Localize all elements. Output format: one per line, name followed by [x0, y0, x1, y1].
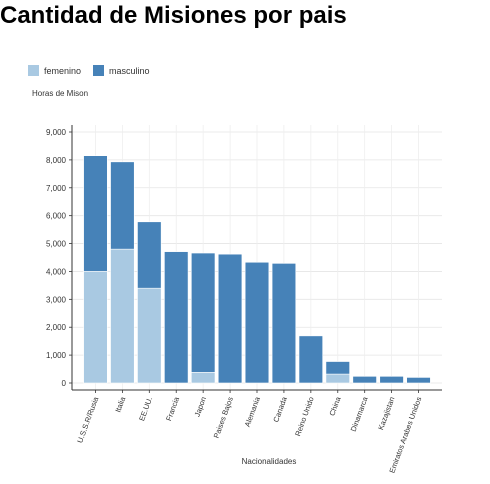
y-tick-label: 4,000 [46, 267, 67, 276]
bar-femenino [137, 287, 162, 384]
x-tick-label: U.S.S.R/Rusia [75, 395, 100, 444]
x-tick-label: China [327, 395, 342, 417]
x-tick-label: Dinamarca [349, 395, 370, 433]
y-tick-label: 2,000 [46, 323, 67, 332]
bar-masculino [406, 377, 431, 384]
x-tick-label: EE.UU. [137, 396, 154, 423]
y-tick-label: 6,000 [46, 212, 67, 221]
bar-masculino [325, 361, 350, 375]
x-axis-title: Nacionalidades [242, 457, 297, 466]
x-tick-label: Canada [271, 395, 289, 424]
legend-label-femenino: femenino [44, 65, 82, 76]
x-tick-label: Kazajistan [376, 396, 396, 432]
bar-masculino [271, 263, 297, 384]
y-tick-label: 3,000 [46, 295, 67, 304]
y-tick-label: 8,000 [46, 156, 67, 165]
bar-femenino [110, 248, 135, 384]
y-axis-title: Horas de Mison [32, 89, 88, 98]
legend: femenino masculino [28, 65, 162, 76]
bar-masculino [298, 335, 323, 384]
bar-masculino [110, 161, 135, 250]
y-tick-label: 9,000 [46, 128, 67, 137]
y-tick-label: 1,000 [46, 351, 67, 360]
bar-masculino [191, 252, 216, 373]
x-tick-label: Paises Bajos [212, 395, 235, 439]
bar-masculino [352, 376, 377, 384]
x-tick-label: Francia [164, 395, 181, 422]
bar-masculino [217, 253, 243, 384]
bar-masculino [379, 376, 404, 384]
y-tick-label: 0 [62, 379, 67, 388]
bar-femenino [191, 372, 216, 384]
bar-femenino [83, 271, 108, 384]
y-tick-label: 5,000 [46, 240, 67, 249]
bar-masculino [164, 251, 189, 384]
bar-masculino [137, 221, 162, 289]
legend-item-femenino: femenino [28, 65, 81, 76]
legend-label-masculino: masculino [109, 65, 150, 76]
legend-item-masculino: masculino [93, 65, 150, 76]
chart-title: Cantidad de Misiones por pais [0, 2, 347, 29]
legend-swatch-masculino [93, 65, 105, 76]
x-tick-label: Italia [113, 395, 127, 414]
y-tick-label: 7,000 [46, 184, 67, 193]
x-tick-label: Japon [193, 396, 208, 418]
x-tick-label: Reino Unido [293, 396, 316, 438]
bar-masculino [83, 155, 108, 272]
bar-femenino [325, 373, 350, 384]
x-tick-label: Alemania [243, 395, 262, 428]
bar-masculino [244, 261, 270, 384]
legend-swatch-femenino [28, 65, 39, 76]
